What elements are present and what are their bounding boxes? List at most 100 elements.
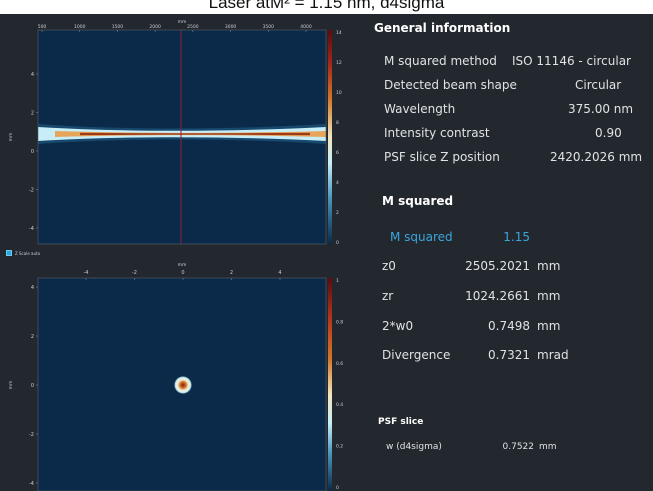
ms-unit: mm bbox=[537, 259, 561, 273]
info-value: 2420.2026 mm bbox=[550, 150, 643, 164]
colorbar-tick-label: 2 bbox=[336, 210, 339, 216]
x-tick-label: 4 bbox=[278, 270, 281, 276]
psf-value: 0.7522 bbox=[502, 442, 535, 452]
colorbar-tick-label: 10 bbox=[336, 90, 342, 96]
z-scale-checkbox[interactable] bbox=[6, 250, 12, 256]
y-tick-label: -4 bbox=[29, 481, 34, 487]
x-tick-label: 2500 bbox=[187, 24, 199, 30]
y-tick-label: 4 bbox=[31, 72, 34, 78]
z-scale-auto-toggle[interactable]: Z Scale auto bbox=[6, 248, 40, 258]
y-tick-label: 2 bbox=[31, 111, 34, 117]
psf-row-w: w (d4sigma) 0.7522 mm bbox=[346, 442, 653, 462]
ms-label: 2*w0 bbox=[382, 319, 414, 333]
caption-strip: Laser atM² = 1.15 nm, d4sigma bbox=[0, 0, 653, 14]
caustic-x-unit: mm bbox=[178, 20, 187, 25]
ms-row-zr: zr 1024.2661 mm bbox=[346, 289, 653, 309]
x-tick-label: 4000 bbox=[300, 24, 312, 30]
psf-slice-title: PSF slice bbox=[378, 417, 424, 427]
colorbar-tick-label: 14 bbox=[336, 30, 342, 36]
general-info-title: General information bbox=[374, 21, 511, 35]
ms-unit: mm bbox=[537, 289, 561, 303]
caustic-x-ticks: 500 1000 1500 2000 2500 3000 3500 4000 bbox=[38, 24, 312, 32]
info-label: Detected beam shape bbox=[384, 78, 517, 92]
ms-label: zr bbox=[382, 289, 394, 303]
colorbar-tick-label: 0.2 bbox=[336, 444, 343, 450]
x-tick-label: 500 bbox=[38, 24, 47, 30]
msquared-title: M squared bbox=[382, 194, 454, 208]
y-tick-label: 2 bbox=[31, 334, 34, 340]
colorbar-tick-label: 6 bbox=[336, 150, 339, 156]
ms-row-z0: z0 2505.2021 mm bbox=[346, 259, 653, 279]
ms-value: 1.15 bbox=[503, 230, 530, 244]
z-scale-label: Z Scale auto bbox=[15, 250, 41, 256]
ms-unit: mrad bbox=[537, 348, 569, 362]
info-row-psf-z-position: PSF slice Z position 2420.2026 mm bbox=[346, 150, 653, 170]
info-label: Wavelength bbox=[384, 102, 456, 116]
y-tick-label: -2 bbox=[29, 432, 34, 438]
info-label: M squared method bbox=[384, 54, 497, 68]
psf-x-ticks: -4 -2 0 2 4 bbox=[84, 270, 282, 280]
caustic-core bbox=[80, 132, 310, 136]
x-tick-label: 0 bbox=[181, 270, 184, 276]
psf-slice-plot-svg: -4 -2 0 2 4 4 2 0 -2 -4 1 0.8 0.6 0.4 0.2 0 mm mm bbox=[9, 263, 343, 491]
x-tick-label: -4 bbox=[84, 270, 89, 276]
colorbar-tick-label: 0.6 bbox=[336, 361, 343, 367]
caustic-y-unit: mm bbox=[9, 133, 14, 142]
colorbar-tick-label: 0.4 bbox=[336, 402, 343, 408]
info-row-wavelength: Wavelength 375.00 nm bbox=[346, 102, 653, 122]
psf-label: w (d4sigma) bbox=[386, 442, 442, 452]
psf-colorbar-ticks: 1 0.8 0.6 0.4 0.2 0 bbox=[336, 278, 343, 491]
info-panel: General information M squared method ISO… bbox=[346, 14, 653, 491]
ms-row-divergence: Divergence 0.7321 mrad bbox=[346, 348, 653, 368]
y-tick-label: -4 bbox=[29, 226, 34, 232]
x-tick-label: 1500 bbox=[112, 24, 124, 30]
y-tick-label: -2 bbox=[29, 188, 34, 194]
caustic-plot-svg: 500 1000 1500 2000 2500 3000 3500 4000 420-2-4 … bbox=[9, 20, 342, 246]
caustic-colorbar-ticks: 14 12 10 8 6 4 2 0 bbox=[336, 30, 342, 246]
info-value: Circular bbox=[575, 78, 622, 92]
psf-x-unit: mm bbox=[178, 263, 187, 268]
info-row-msquared-method: M squared method ISO 11146 - circular bbox=[346, 54, 653, 74]
psf-colorbar bbox=[328, 278, 332, 491]
psf-slice-plot[interactable]: -4 -2 0 2 4 4 2 0 -2 -4 1 0.8 0.6 0.4 0.2 0 mm mm bbox=[0, 258, 346, 491]
caustic-plot[interactable]: 500 1000 1500 2000 2500 3000 3500 4000 4 2 0 -2 -4 … bbox=[0, 14, 346, 248]
ms-label: Divergence bbox=[382, 348, 451, 362]
caustic-y-ticks: 4 2 0 -2 -4 bbox=[29, 72, 38, 232]
beam-analyzer-window: 500 1000 1500 2000 2500 3000 3500 4000 4 2 0 -2 -4 … bbox=[0, 14, 653, 491]
psf-beam-spot bbox=[174, 376, 192, 394]
psf-unit: mm bbox=[539, 442, 557, 452]
ms-label: z0 bbox=[382, 259, 396, 273]
ms-value: 2505.2021 bbox=[465, 259, 530, 273]
info-row-intensity-contrast: Intensity contrast 0.90 bbox=[346, 126, 653, 146]
ms-row-2w0: 2*w0 0.7498 mm bbox=[346, 319, 653, 339]
y-tick-label: 0 bbox=[31, 383, 34, 389]
info-value: 375.00 nm bbox=[568, 102, 634, 116]
info-row-beam-shape: Detected beam shape Circular bbox=[346, 78, 653, 98]
x-tick-label: 2 bbox=[230, 270, 233, 276]
x-tick-label: 3000 bbox=[225, 24, 237, 30]
x-tick-label: 2000 bbox=[149, 24, 161, 30]
ms-value: 0.7321 bbox=[488, 348, 530, 362]
ms-value: 0.7498 bbox=[488, 319, 530, 333]
info-label: Intensity contrast bbox=[384, 126, 490, 140]
info-value: ISO 11146 - circular bbox=[512, 54, 631, 68]
colorbar-tick-label: 4 bbox=[336, 180, 339, 186]
x-tick-label: -2 bbox=[132, 270, 137, 276]
x-tick-label: 1000 bbox=[74, 24, 86, 30]
psf-y-unit: mm bbox=[9, 381, 14, 390]
caption-text: Laser atM² = 1.15 nm, d4sigma bbox=[208, 0, 445, 12]
colorbar-tick-label: 1 bbox=[336, 278, 339, 284]
info-value: 0.90 bbox=[595, 126, 622, 140]
colorbar-tick-label: 8 bbox=[336, 120, 339, 126]
info-label: PSF slice Z position bbox=[384, 150, 500, 164]
caustic-colorbar bbox=[328, 30, 332, 244]
y-tick-label: 0 bbox=[31, 149, 34, 155]
colorbar-tick-label: 0.8 bbox=[336, 319, 343, 325]
y-tick-label: 4 bbox=[31, 285, 34, 291]
colorbar-tick-label: 12 bbox=[336, 60, 342, 66]
ms-row-msquared: M squared 1.15 bbox=[346, 230, 653, 250]
ms-unit: mm bbox=[537, 319, 561, 333]
ms-value: 1024.2661 bbox=[465, 289, 530, 303]
colorbar-tick-label: 0 bbox=[336, 240, 339, 246]
x-tick-label: 3500 bbox=[263, 24, 275, 30]
